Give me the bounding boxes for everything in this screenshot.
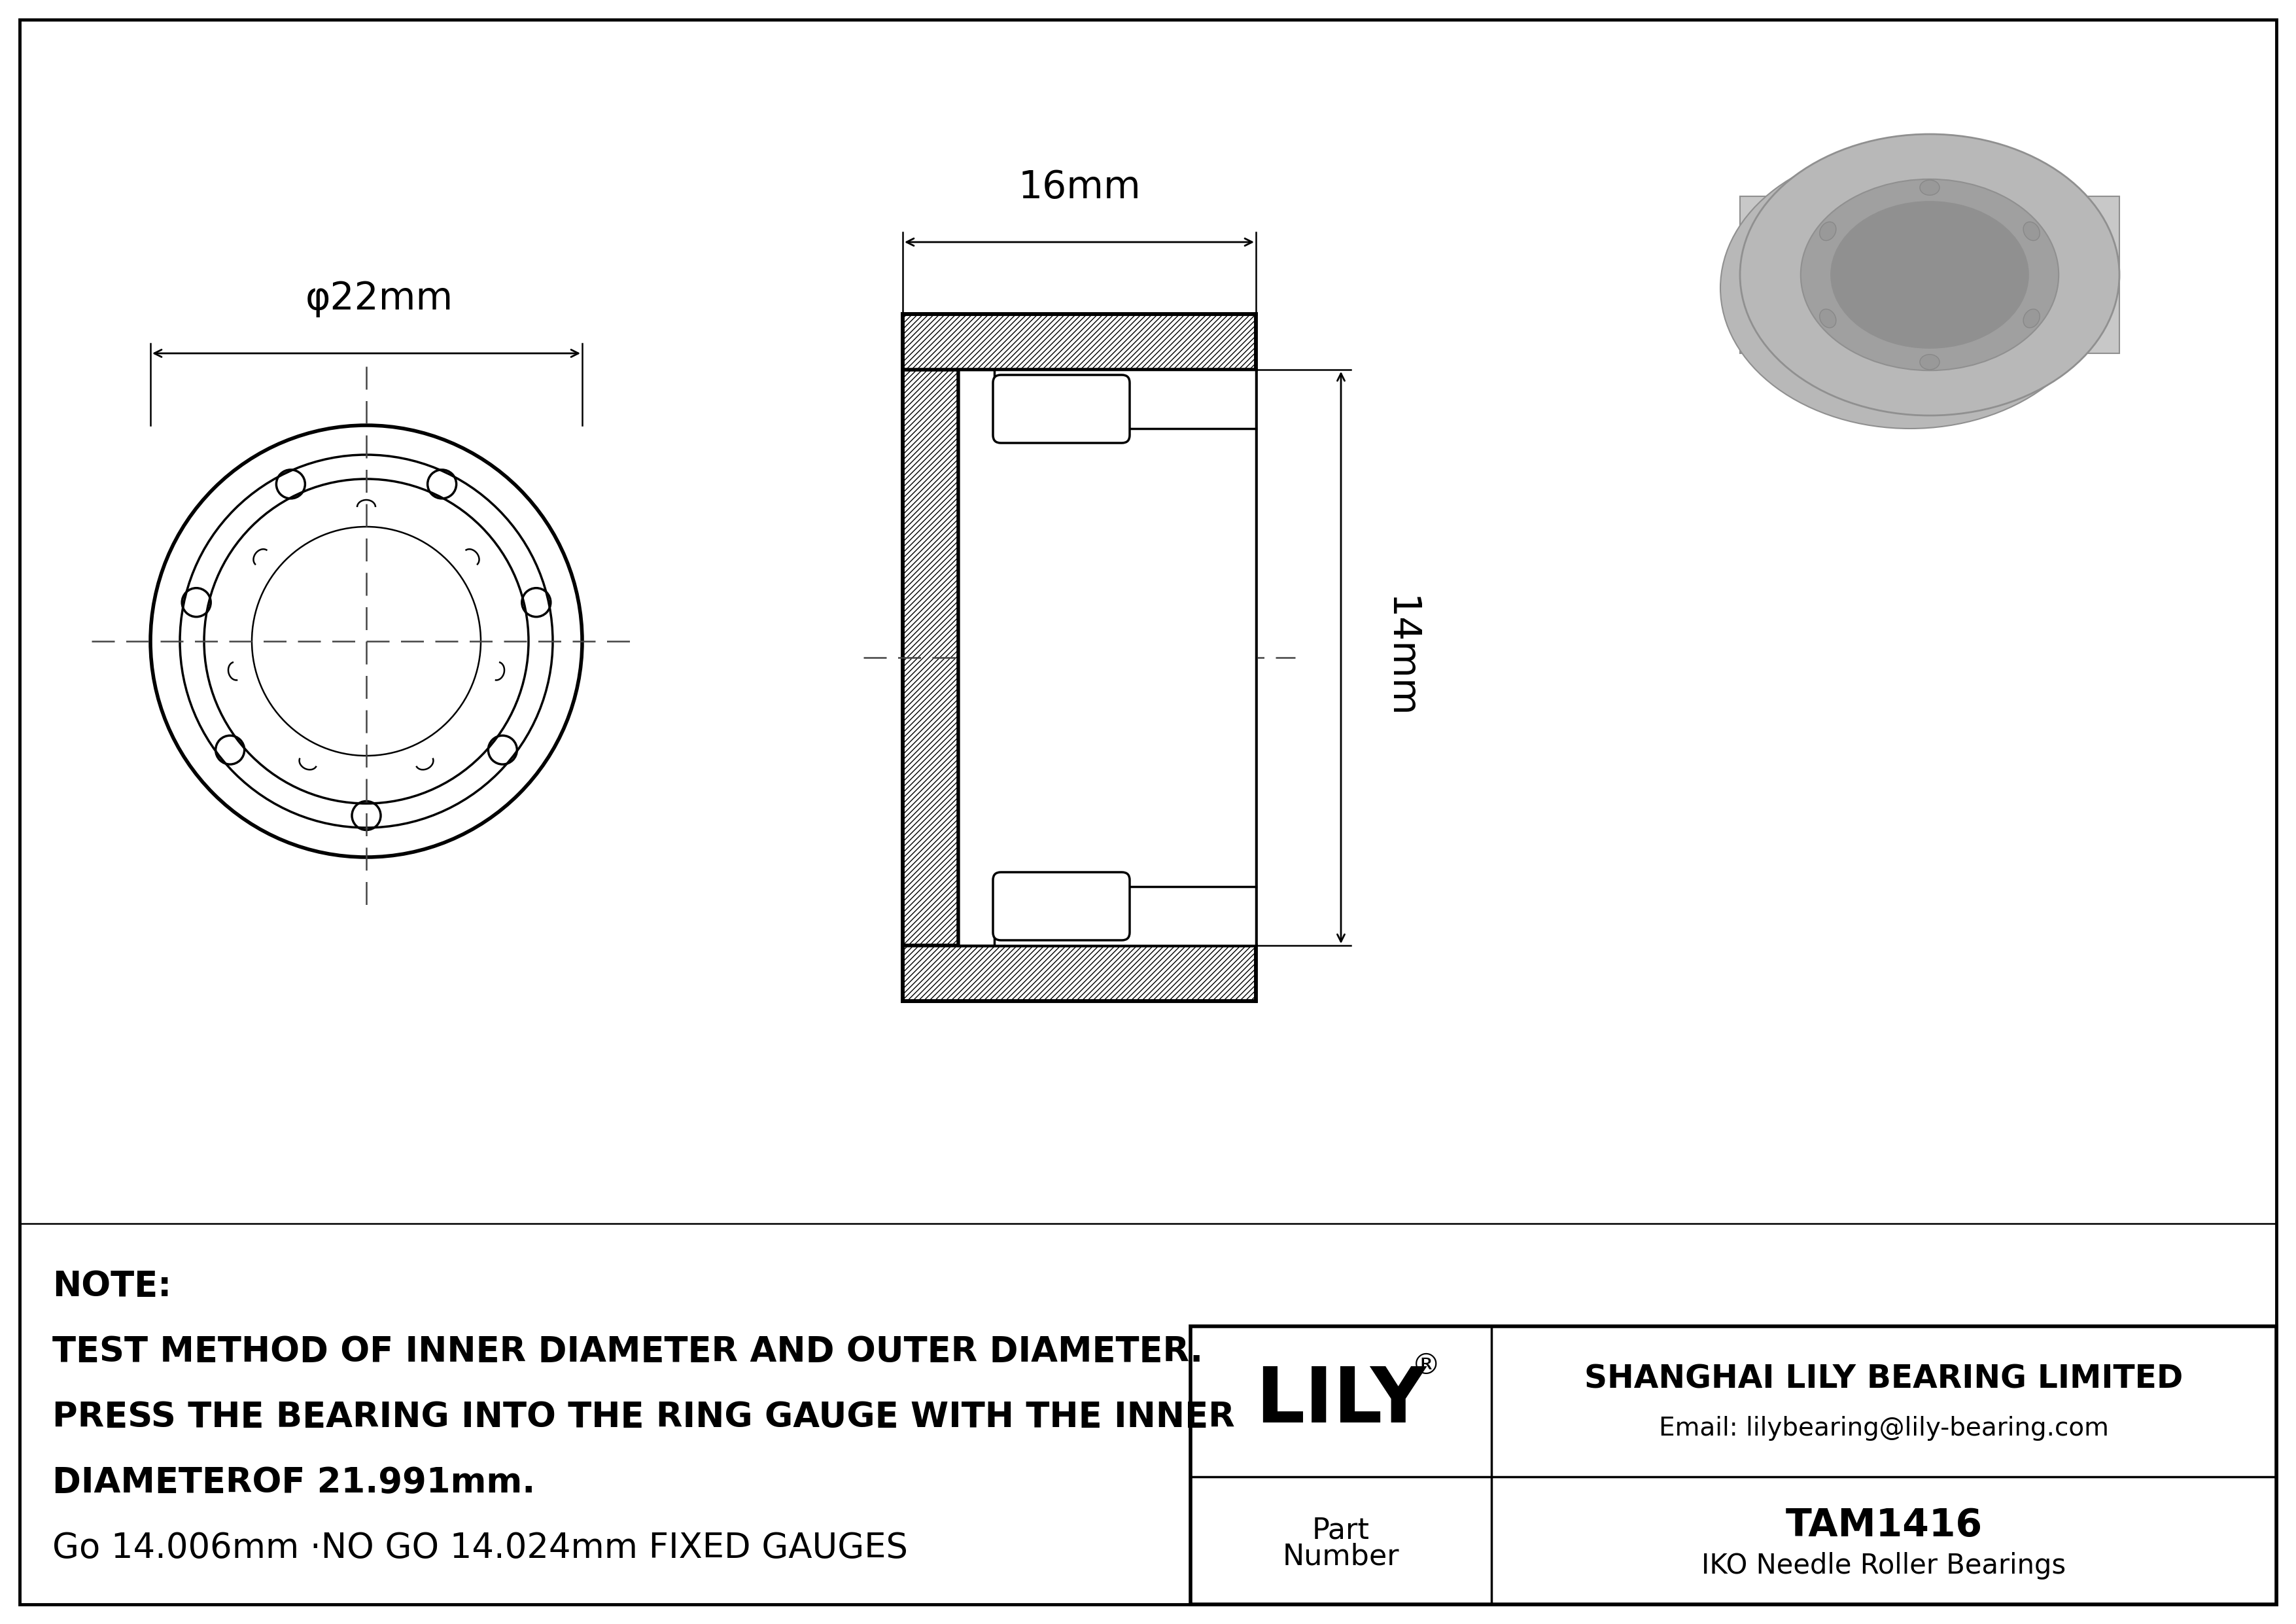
- Text: Number: Number: [1283, 1543, 1398, 1570]
- Ellipse shape: [1821, 222, 1837, 240]
- Text: Go 14.006mm ·NO GO 14.024mm FIXED GAUGES: Go 14.006mm ·NO GO 14.024mm FIXED GAUGES: [53, 1531, 907, 1566]
- Text: Email: lilybearing@lily-bearing.com: Email: lilybearing@lily-bearing.com: [1660, 1416, 2110, 1440]
- Ellipse shape: [1830, 201, 2027, 348]
- Text: 14mm: 14mm: [1382, 596, 1419, 719]
- Bar: [957, 370, 1256, 945]
- Bar: [902, 313, 957, 1000]
- FancyBboxPatch shape: [992, 375, 1130, 443]
- Ellipse shape: [2023, 222, 2039, 240]
- Text: SHANGHAI LILY BEARING LIMITED: SHANGHAI LILY BEARING LIMITED: [1584, 1363, 2183, 1395]
- Text: LILY: LILY: [1256, 1364, 1426, 1439]
- Ellipse shape: [1720, 148, 2101, 429]
- Text: PRESS THE BEARING INTO THE RING GAUGE WITH THE INNER: PRESS THE BEARING INTO THE RING GAUGE WI…: [53, 1400, 1235, 1434]
- Text: TEST METHOD OF INNER DIAMETER AND OUTER DIAMETER.: TEST METHOD OF INNER DIAMETER AND OUTER …: [53, 1335, 1203, 1369]
- Bar: [902, 313, 1256, 370]
- Ellipse shape: [1919, 354, 1940, 370]
- Bar: [902, 945, 1256, 1000]
- FancyBboxPatch shape: [992, 872, 1130, 940]
- Text: φ22mm: φ22mm: [305, 279, 452, 317]
- Text: Part: Part: [1313, 1517, 1371, 1544]
- Ellipse shape: [1919, 180, 1940, 195]
- Text: NOTE:: NOTE:: [53, 1270, 172, 1304]
- Text: 16mm: 16mm: [1017, 169, 1141, 206]
- Text: TAM1416: TAM1416: [1786, 1507, 1981, 1544]
- Bar: [1192, 1327, 2275, 1605]
- Ellipse shape: [2023, 309, 2039, 328]
- Text: IKO Needle Roller Bearings: IKO Needle Roller Bearings: [1701, 1553, 2066, 1580]
- Text: ®: ®: [1412, 1351, 1440, 1380]
- Ellipse shape: [1740, 135, 2119, 416]
- Ellipse shape: [1800, 179, 2060, 370]
- Ellipse shape: [1821, 309, 1837, 328]
- Bar: [1740, 197, 2119, 354]
- Text: DIAMETEROF 21.991mm.: DIAMETEROF 21.991mm.: [53, 1465, 535, 1499]
